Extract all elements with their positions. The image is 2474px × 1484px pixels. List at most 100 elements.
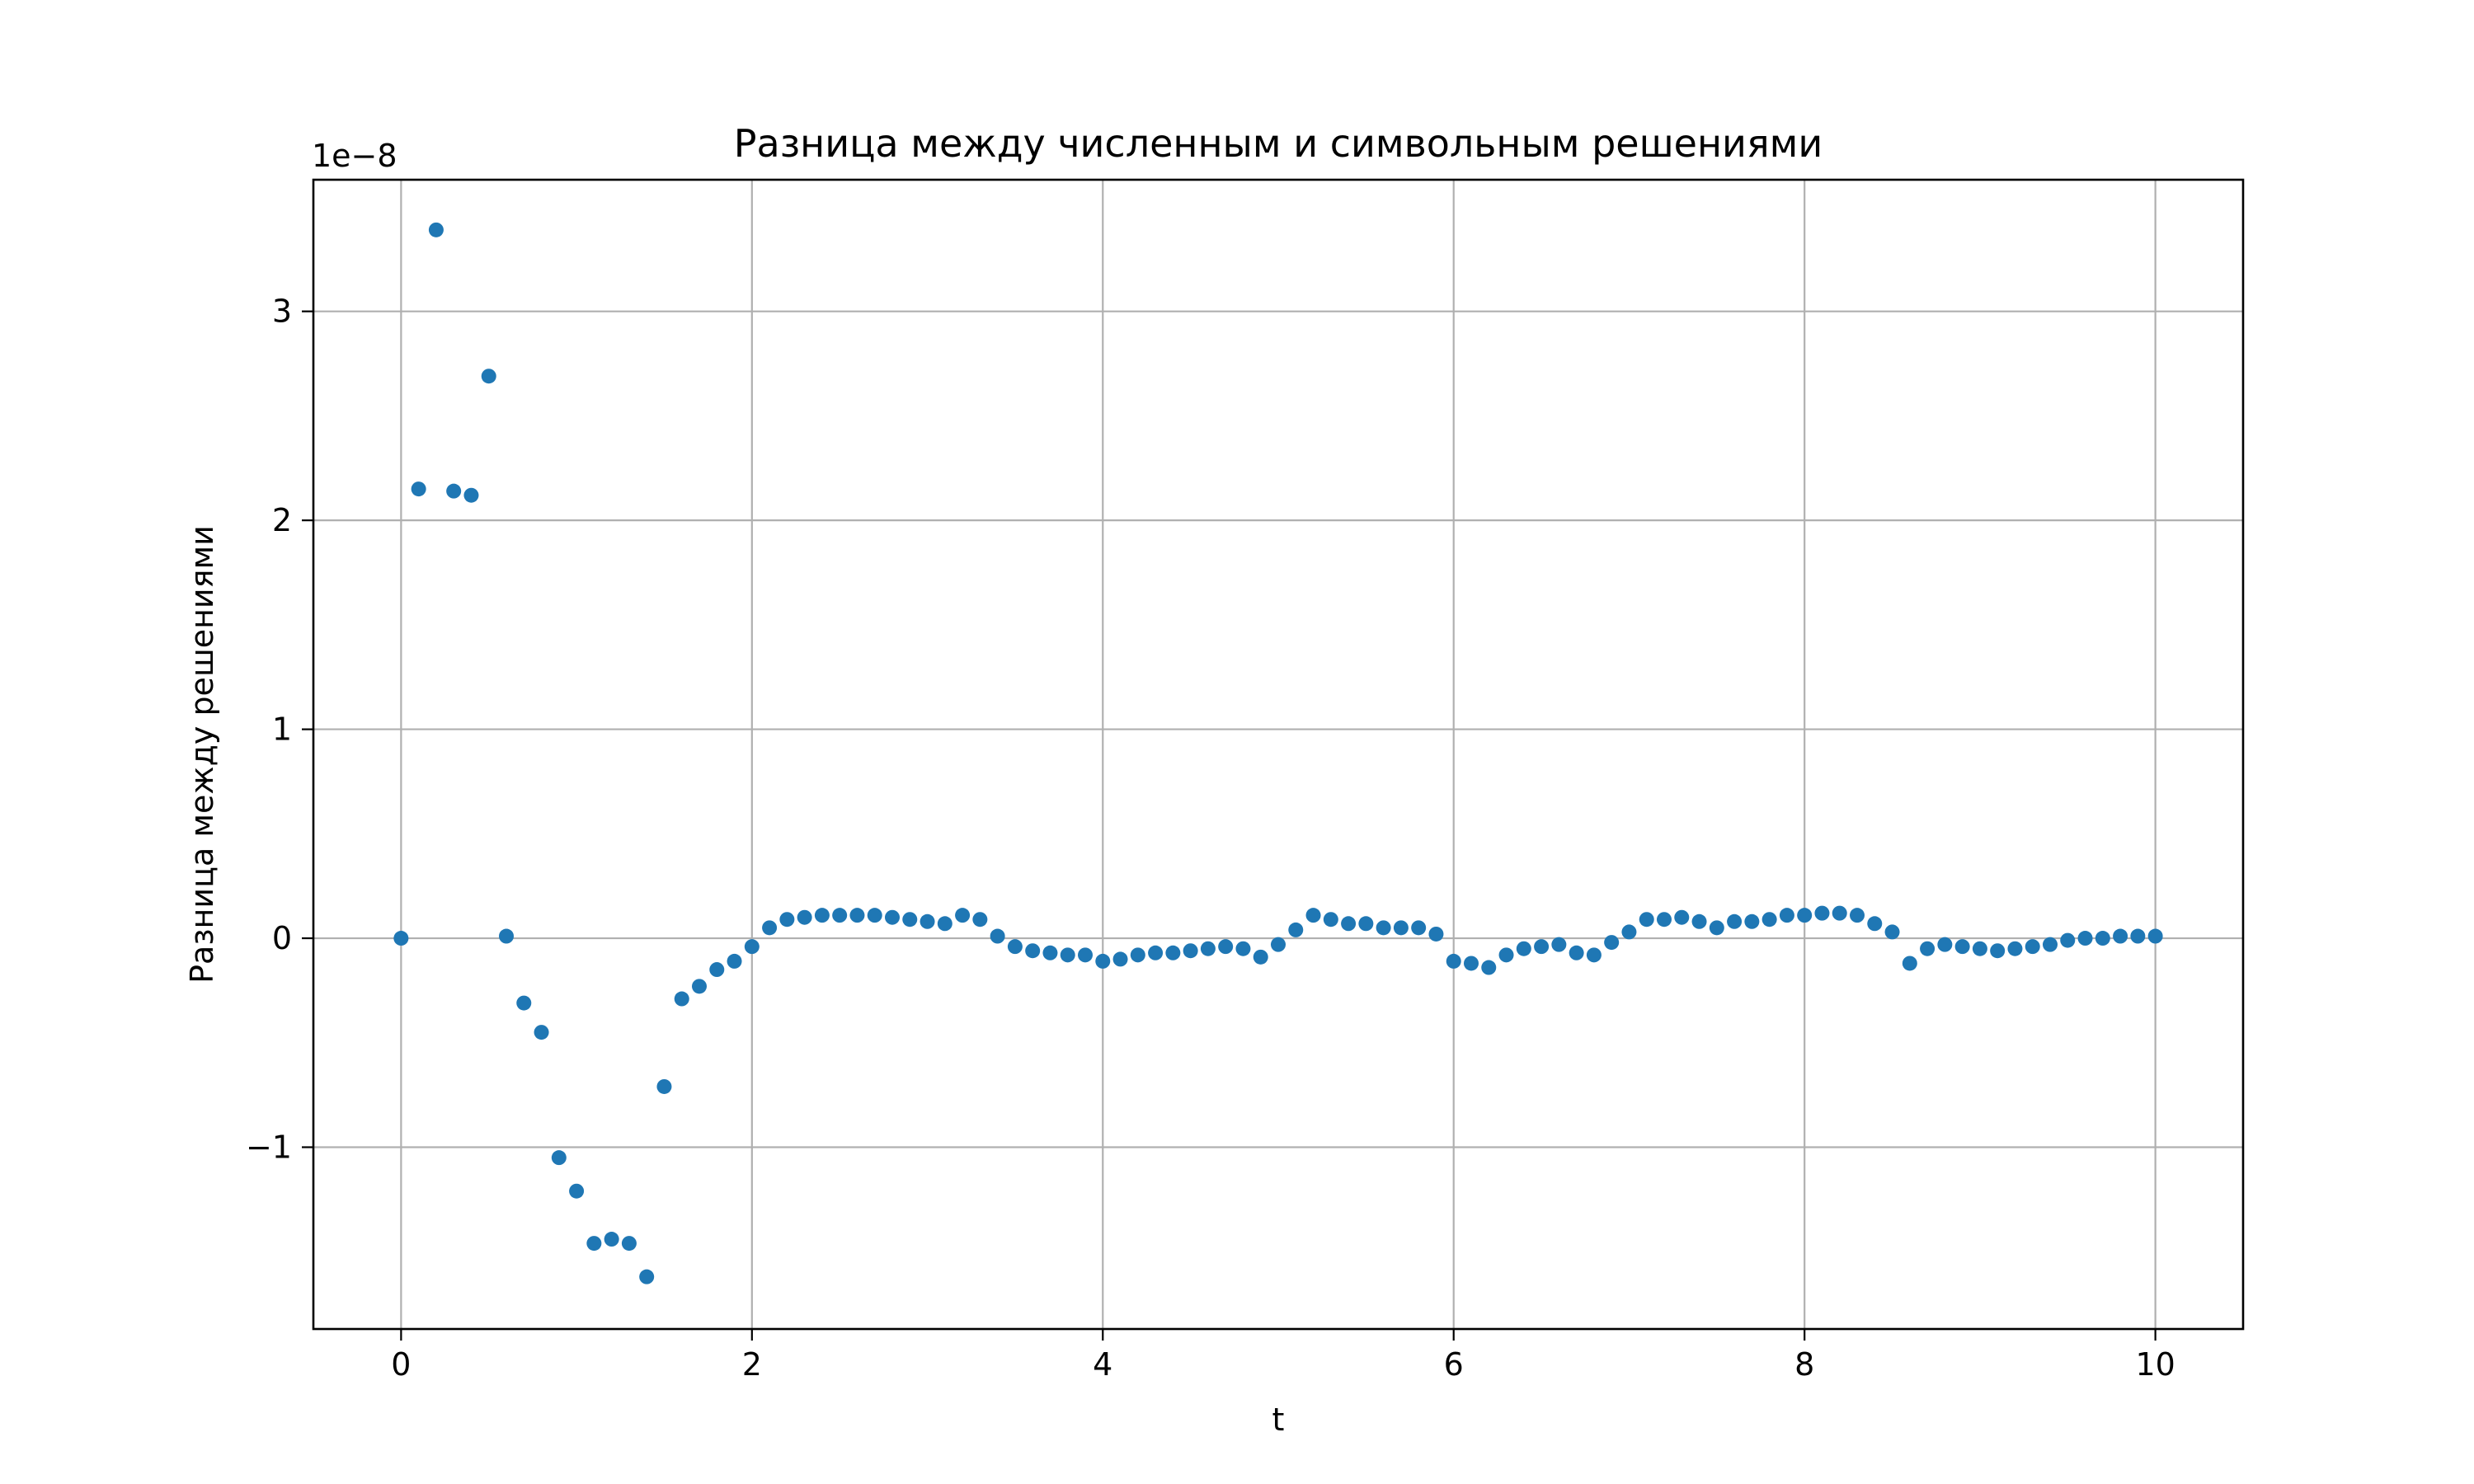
data-point: [2060, 932, 2076, 948]
data-point: [1481, 960, 1497, 975]
y-tick-label: −1: [246, 1129, 292, 1165]
data-point: [779, 912, 795, 928]
x-axis-label: t: [1272, 1402, 1285, 1438]
x-tick-label: 6: [1444, 1346, 1464, 1383]
data-point: [1779, 908, 1794, 923]
data-point: [1148, 945, 1164, 960]
data-point: [1464, 956, 1479, 971]
data-point: [920, 913, 935, 929]
chart-title: Разница между численным и символьным реш…: [734, 121, 1823, 166]
y-tick-label: 2: [272, 502, 292, 538]
data-point: [2025, 939, 2040, 955]
data-point: [1691, 913, 1707, 929]
data-point: [1271, 937, 1286, 952]
data-point: [1253, 949, 1268, 965]
data-point: [551, 1150, 567, 1166]
data-point: [463, 487, 479, 503]
data-point: [744, 939, 760, 955]
data-point: [1902, 956, 1917, 971]
data-point: [1709, 920, 1724, 936]
data-point: [1393, 920, 1409, 936]
data-point: [990, 928, 1005, 944]
data-point: [1411, 920, 1427, 936]
data-point: [2147, 928, 2163, 944]
data-point: [1884, 924, 1900, 940]
data-point: [1288, 922, 1304, 937]
y-axis-label: Разница между решениями: [184, 525, 220, 984]
data-point: [1358, 916, 1374, 932]
data-point: [1428, 926, 1444, 942]
data-point: [569, 1183, 585, 1199]
data-point: [621, 1236, 637, 1252]
data-point: [955, 908, 971, 923]
x-tick-label: 10: [2135, 1346, 2175, 1383]
data-point: [937, 916, 952, 932]
data-point: [1761, 912, 1777, 928]
data-point: [849, 908, 865, 923]
data-point: [656, 1078, 672, 1094]
data-point: [727, 953, 742, 969]
data-point: [639, 1269, 655, 1284]
data-point: [1095, 953, 1111, 969]
data-point: [2130, 928, 2146, 944]
data-point: [1954, 939, 1970, 955]
data-point: [832, 908, 848, 923]
data-point: [1972, 941, 1987, 956]
data-point: [2113, 928, 2128, 944]
data-point: [1235, 941, 1251, 956]
y-tick-label: 0: [272, 920, 292, 956]
data-point: [1920, 941, 1935, 956]
data-point: [1674, 909, 1690, 925]
data-point: [674, 991, 689, 1007]
data-point: [1183, 943, 1198, 959]
data-point: [1078, 947, 1093, 963]
data-point: [1446, 953, 1461, 969]
data-point: [604, 1232, 619, 1247]
data-point: [2095, 931, 2110, 946]
data-point: [1937, 937, 1953, 952]
data-point: [1551, 937, 1567, 952]
data-point: [1498, 947, 1514, 963]
data-point: [586, 1236, 602, 1252]
data-point: [1657, 912, 1672, 928]
data-point: [1200, 941, 1216, 956]
data-point: [797, 909, 812, 925]
data-point: [1850, 908, 1865, 923]
data-point: [1305, 908, 1321, 923]
data-point: [1341, 916, 1357, 932]
data-point: [692, 979, 707, 994]
data-point: [1007, 939, 1023, 955]
data-point: [1744, 913, 1760, 929]
x-tick-label: 0: [391, 1346, 411, 1383]
data-point: [516, 995, 532, 1011]
data-point: [762, 920, 778, 936]
x-tick-label: 4: [1093, 1346, 1112, 1383]
data-point: [1797, 908, 1813, 923]
data-point: [393, 931, 409, 946]
data-point: [1042, 945, 1058, 960]
data-point: [867, 908, 882, 923]
data-point: [885, 909, 900, 925]
data-point: [1604, 935, 1620, 951]
x-tick-label: 2: [742, 1346, 762, 1383]
data-point: [481, 369, 496, 384]
data-point: [1621, 924, 1637, 940]
data-point: [1323, 912, 1338, 928]
y-offset-label: 1e−8: [312, 138, 397, 174]
data-point: [1112, 951, 1128, 967]
data-point: [972, 912, 988, 928]
data-point: [1165, 945, 1181, 960]
y-tick-label: 3: [272, 294, 292, 330]
data-point: [814, 908, 830, 923]
axis-ticks: 0 2 4 6 8 10 −1 0 1 2 3: [246, 294, 2175, 1383]
data-point: [1832, 905, 1847, 921]
data-point: [2043, 937, 2058, 952]
plot-frame: [312, 178, 2245, 1331]
data-point: [2077, 931, 2093, 946]
x-tick-label: 8: [1794, 1346, 1814, 1383]
data-point: [1218, 939, 1234, 955]
scatter-points: [393, 222, 2163, 1284]
data-point: [1130, 947, 1145, 963]
